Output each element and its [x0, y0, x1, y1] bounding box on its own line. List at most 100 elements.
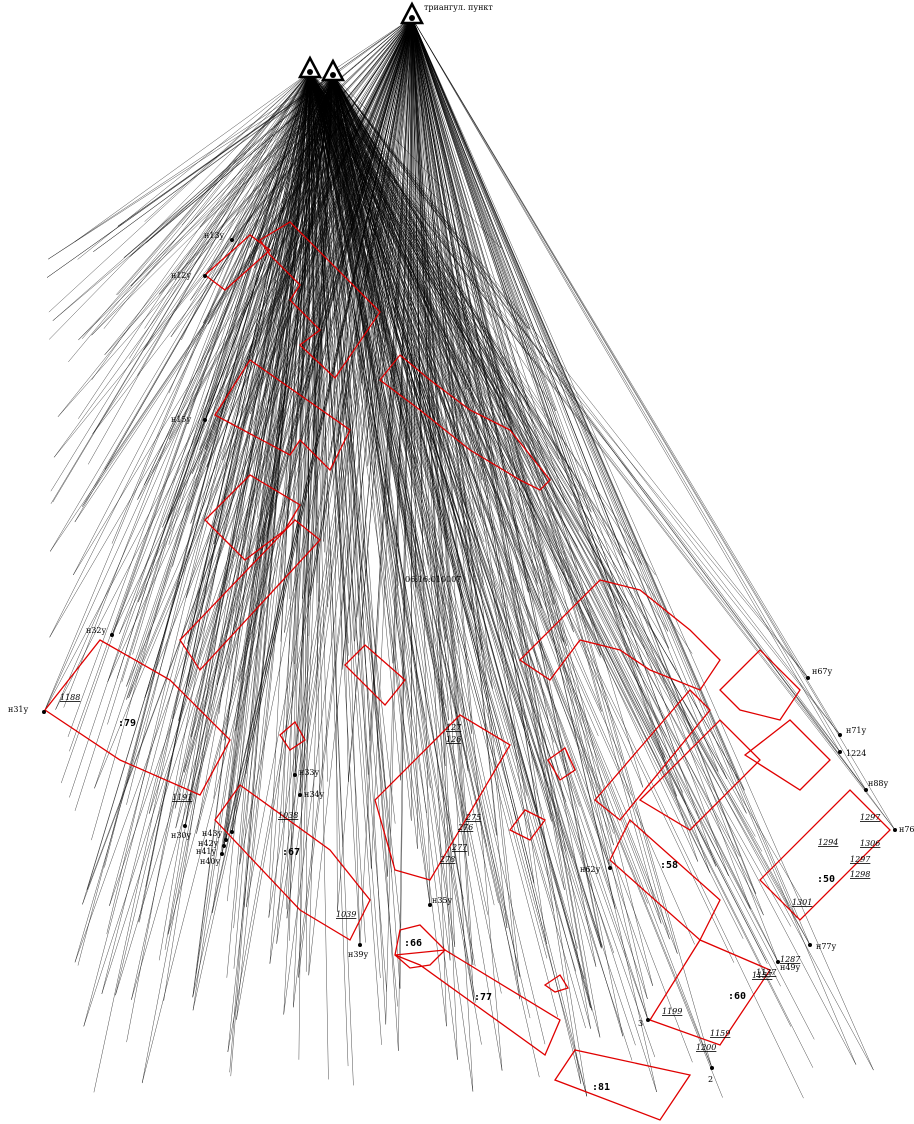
building-outline — [259, 221, 381, 379]
sight-ray — [91, 71, 311, 380]
sight-ray — [48, 17, 413, 260]
sight-ray — [411, 17, 597, 967]
boundary-point-number: 275 — [465, 813, 481, 822]
sight-ray — [332, 74, 719, 772]
survey-points — [42, 1, 897, 1070]
survey-point-marker — [776, 960, 780, 964]
sight-ray — [94, 17, 413, 789]
sight-ray — [411, 17, 493, 689]
sight-ray — [411, 17, 666, 759]
sight-ray — [411, 17, 764, 916]
sight-ray — [297, 71, 311, 396]
sight-ray — [309, 71, 328, 782]
sight-ray — [332, 74, 567, 647]
sight-ray — [111, 71, 311, 544]
survey-point-label: н15у — [171, 415, 192, 424]
sight-ray — [299, 17, 413, 796]
sight-ray — [132, 71, 311, 655]
sight-ray — [332, 74, 447, 642]
survey-point-label: н67у — [812, 667, 833, 676]
sight-ray — [55, 74, 334, 710]
parcel-50-outline — [759, 789, 891, 921]
sight-ray — [309, 71, 444, 605]
sight-ray — [184, 74, 334, 773]
sight-ray — [398, 17, 413, 1051]
building-outline — [204, 474, 301, 561]
sight-ray — [92, 17, 413, 435]
sight-ray — [332, 74, 412, 718]
sight-ray — [332, 74, 740, 781]
sight-ray — [411, 17, 566, 504]
sight-ray — [337, 17, 413, 912]
sight-ray — [332, 74, 451, 961]
sight-ray — [254, 74, 334, 562]
boundary-point-number: 278 — [439, 855, 455, 864]
sight-ray — [332, 74, 361, 267]
boundary-point-number: 1200 — [696, 1043, 716, 1052]
sight-ray — [411, 17, 422, 439]
sight-ray — [269, 17, 413, 964]
sight-ray — [306, 71, 311, 972]
sight-ray — [411, 17, 469, 771]
survey-point-marker — [808, 943, 812, 947]
boundary-point-number: 1038 — [278, 811, 298, 820]
sight-ray — [411, 17, 573, 472]
sight-ray — [411, 17, 587, 1097]
building-outline — [344, 644, 406, 706]
sight-ray — [332, 74, 388, 877]
sight-ray — [332, 74, 809, 679]
sight-ray — [411, 17, 797, 918]
survey-point-label: н33у — [299, 768, 320, 777]
sight-ray — [74, 71, 311, 242]
sight-ray — [309, 71, 567, 802]
sight-ray — [332, 74, 841, 753]
sight-ray — [411, 17, 623, 1037]
sight-ray — [137, 71, 311, 376]
sight-ray — [332, 74, 614, 846]
sight-ray — [332, 74, 355, 642]
sight-ray — [411, 17, 867, 791]
sight-ray — [309, 71, 329, 1080]
sight-ray — [332, 74, 625, 629]
sight-ray — [309, 71, 684, 793]
survey-point-label: н30у — [171, 831, 192, 840]
sight-ray — [411, 17, 520, 1000]
sight-ray — [411, 17, 614, 846]
sight-ray — [82, 17, 413, 507]
sight-ray — [387, 17, 413, 877]
parcel-67-outline — [214, 784, 371, 941]
sight-ray — [49, 74, 334, 638]
sight-ray — [411, 17, 503, 1071]
sight-ray — [93, 74, 334, 252]
survey-point-marker — [222, 844, 226, 848]
survey-point-marker — [608, 866, 612, 870]
survey-point-marker — [838, 733, 842, 737]
parcel-number-label: :67 — [282, 847, 300, 858]
survey-point-label: н35у — [432, 896, 453, 905]
survey-point-label: н40у — [200, 857, 221, 866]
sight-ray — [267, 74, 334, 288]
sight-ray — [109, 74, 334, 906]
sight-ray — [332, 74, 369, 273]
sight-ray — [126, 17, 413, 687]
survey-point-marker — [203, 418, 207, 422]
sight-ray — [411, 17, 713, 1069]
sight-ray — [411, 17, 601, 1038]
sight-ray — [360, 17, 413, 267]
boundary-point-number: 277 — [451, 843, 468, 852]
building-outline — [518, 579, 721, 691]
boundary-point-number: 127 — [446, 723, 462, 732]
sight-ray — [411, 17, 473, 610]
sight-ray — [332, 74, 509, 306]
sight-ray — [411, 17, 538, 584]
sight-ray — [411, 17, 413, 718]
sight-ray — [332, 74, 592, 1011]
sight-ray — [309, 71, 407, 592]
sight-ray — [309, 71, 599, 737]
sight-ray — [332, 74, 699, 862]
parcel-58-outline — [609, 818, 721, 942]
sight-ray — [332, 74, 648, 1000]
sight-ray — [268, 17, 413, 288]
boundary-point-number: 1039 — [336, 910, 356, 919]
sight-ray — [411, 17, 874, 1071]
